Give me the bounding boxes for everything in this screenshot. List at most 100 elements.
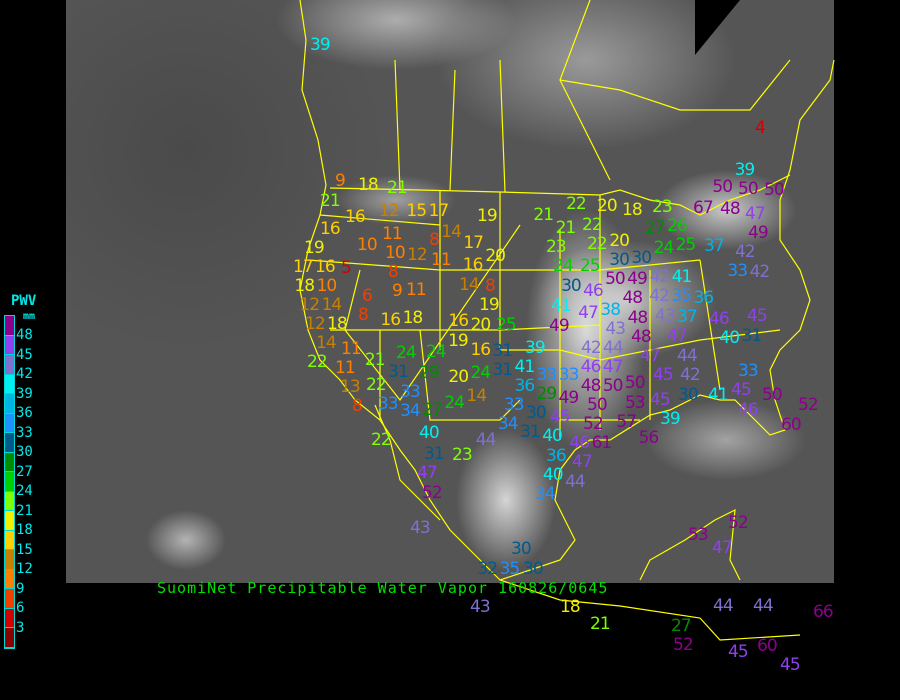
legend-label: 6	[16, 600, 25, 616]
station-pwv-value: 20	[597, 196, 618, 217]
no-data-corner	[695, 0, 740, 55]
color-swatch	[5, 355, 14, 375]
station-pwv-value: 45	[653, 364, 674, 385]
station-pwv-value: 39	[525, 337, 546, 358]
station-pwv-value: 50	[605, 269, 626, 290]
station-pwv-value: 47	[640, 345, 661, 366]
station-pwv-value: 33	[536, 365, 558, 385]
station-pwv-value: 8	[485, 276, 496, 297]
station-pwv-value: 9	[392, 281, 403, 302]
station-pwv-value: 50	[762, 384, 783, 405]
station-pwv-value: 45	[731, 380, 752, 401]
station-pwv-value: 18	[294, 275, 315, 296]
station-pwv-value: 16	[380, 309, 401, 330]
satellite-image	[66, 0, 834, 583]
color-swatch	[5, 433, 14, 453]
station-pwv-value: 31	[520, 422, 541, 443]
station-pwv-value: 21	[387, 177, 408, 198]
station-pwv-value: 22	[371, 429, 392, 450]
station-pwv-value: 42	[649, 267, 671, 288]
station-pwv-value: 14	[441, 221, 462, 242]
station-pwv-value: 60	[781, 414, 802, 435]
station-pwv-value: 45	[747, 306, 768, 327]
station-pwv-value: 18	[622, 199, 643, 220]
station-pwv-value: 47	[602, 356, 624, 377]
station-pwv-value: 47	[572, 452, 593, 473]
station-pwv-value: 24	[425, 341, 447, 362]
station-pwv-value: 33	[738, 360, 759, 381]
station-pwv-value: 48	[580, 376, 602, 397]
station-pwv-value: 52	[728, 512, 749, 533]
station-pwv-value: 40	[542, 426, 563, 447]
station-pwv-value: 38	[600, 299, 621, 320]
station-pwv-value: 12	[407, 244, 428, 265]
station-pwv-value: 33	[377, 394, 399, 415]
station-pwv-value: 16	[315, 256, 336, 277]
station-pwv-value: 11	[382, 223, 403, 244]
legend-label: 9	[16, 580, 25, 597]
station-pwv-value: 12	[379, 200, 400, 221]
station-pwv-value: 17	[293, 256, 314, 277]
station-pwv-value: 11	[431, 249, 452, 270]
station-pwv-value: 22	[582, 215, 603, 236]
color-swatch	[5, 374, 14, 394]
station-pwv-value: 46	[580, 356, 602, 377]
legend-label: 15	[16, 541, 33, 558]
station-pwv-value: 41	[514, 356, 536, 377]
legend-label: 33	[16, 424, 33, 441]
station-pwv-value: 31	[741, 325, 763, 346]
canada-border	[329, 174, 791, 216]
color-swatch	[5, 530, 14, 550]
gulf-coast	[499, 59, 835, 581]
station-pwv-value: 26	[667, 216, 688, 237]
station-pwv-value: 11	[341, 338, 362, 359]
station-pwv-value: 48	[720, 198, 741, 219]
station-pwv-value: 50	[764, 179, 785, 200]
station-pwv-value: 4	[755, 117, 766, 138]
color-swatch	[5, 608, 14, 628]
station-pwv-value: 42	[735, 241, 756, 262]
station-pwv-value: 45	[780, 654, 801, 675]
station-pwv-value: 46	[709, 308, 730, 329]
station-pwv-value: 11	[406, 279, 427, 300]
station-pwv-value: 21	[320, 190, 341, 211]
station-pwv-value: 14	[459, 274, 480, 295]
station-pwv-value: 35	[499, 558, 521, 579]
station-pwv-value: 20	[470, 314, 492, 335]
station-pwv-value: 44	[677, 345, 698, 366]
station-pwv-value: 23	[546, 237, 567, 258]
station-pwv-value: 46	[738, 399, 759, 420]
yucatan	[639, 508, 741, 581]
station-pwv-value: 20	[448, 366, 469, 387]
station-pwv-value: 47	[667, 326, 688, 347]
station-pwv-value: 27	[644, 218, 666, 239]
station-pwv-value: 30	[511, 538, 532, 559]
station-pwv-value: 45	[728, 641, 749, 662]
station-pwv-value: 50	[738, 179, 759, 200]
station-pwv-value: 40	[419, 422, 440, 443]
station-pwv-value: 20	[609, 231, 630, 252]
station-pwv-value: 33	[727, 260, 748, 281]
station-pwv-value: 8	[352, 396, 363, 417]
station-pwv-value: 48	[622, 288, 643, 309]
station-pwv-value: 49	[627, 269, 648, 290]
station-pwv-value: 44	[713, 595, 734, 616]
station-pwv-value: 17	[463, 232, 484, 253]
legend-unit: mm	[23, 311, 36, 322]
station-pwv-value: 43	[654, 305, 676, 326]
station-pwv-value: 36	[514, 375, 536, 396]
color-swatch	[5, 628, 14, 648]
station-pwv-value: 34	[497, 414, 519, 435]
station-pwv-value: 16	[448, 311, 469, 332]
color-swatch	[5, 335, 14, 355]
station-pwv-value: 47	[578, 302, 599, 323]
station-pwv-value: 48	[627, 307, 649, 328]
station-pwv-value: 44	[565, 471, 586, 492]
station-pwv-value: 50	[712, 176, 733, 197]
legend-label: 3	[16, 619, 25, 636]
station-pwv-value: 14	[466, 386, 487, 407]
color-swatch	[5, 394, 14, 414]
station-pwv-value: 48	[631, 326, 652, 347]
color-swatch	[5, 569, 14, 589]
